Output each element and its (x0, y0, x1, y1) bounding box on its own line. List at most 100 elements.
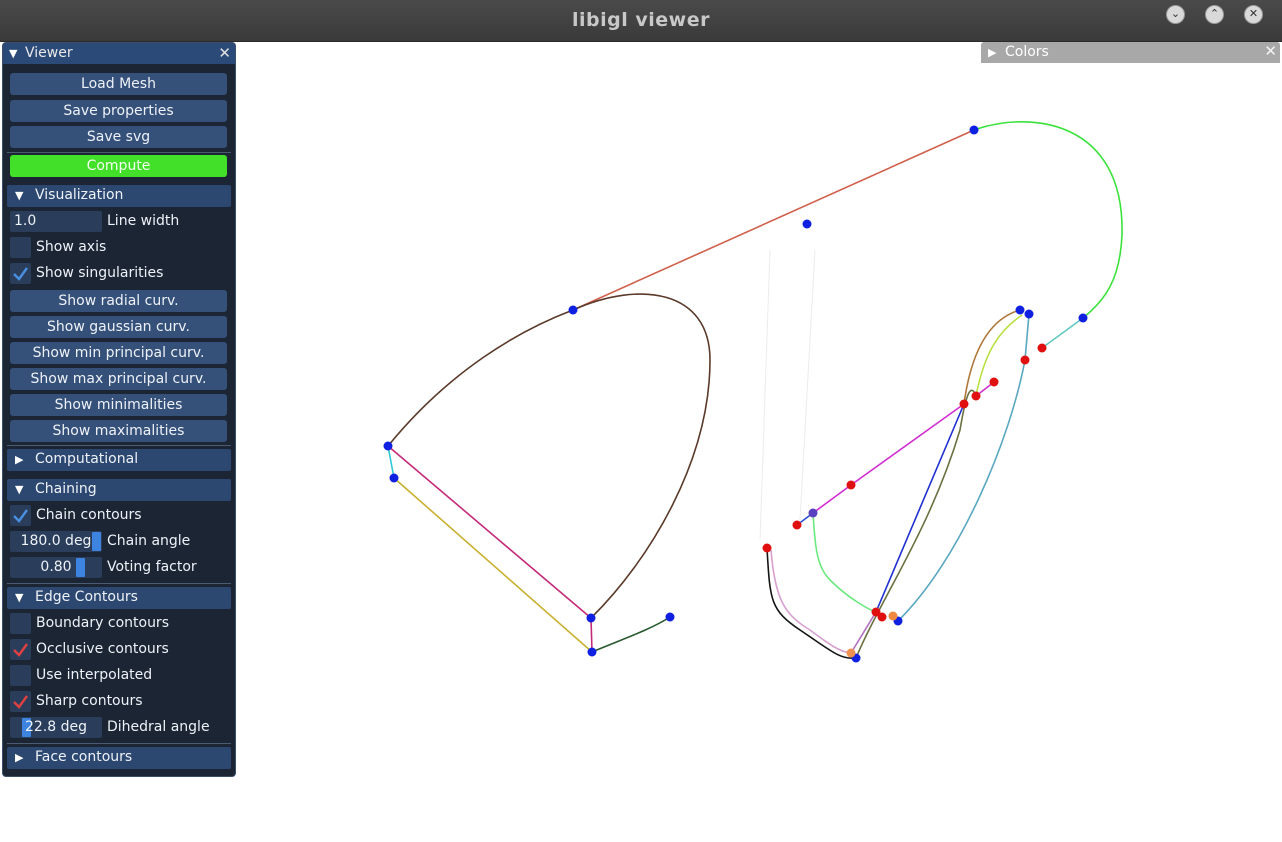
singularity-point (383, 441, 393, 451)
singularity-point (871, 607, 881, 617)
show-singularities-checkbox[interactable] (10, 263, 31, 284)
dihedral-angle-value: 22.8 deg (24, 719, 87, 735)
window-title: libigl viewer (572, 9, 710, 31)
expanded-triangle-icon: ▼ (15, 483, 24, 496)
show-radial-curv-button[interactable]: Show radial curv. (10, 290, 227, 312)
singularity-point (969, 125, 979, 135)
show-axis-checkbox[interactable] (10, 237, 31, 258)
window-titlebar: libigl viewer ⌄ ⌃ ✕ (0, 0, 1282, 42)
colors-panel-title: Colors (1005, 44, 1049, 60)
line-width-input[interactable]: 1.0 (10, 211, 102, 232)
singularity-point (808, 508, 818, 518)
save-svg-button[interactable]: Save svg (10, 126, 227, 148)
section-chaining-label: Chaining (35, 481, 97, 497)
singularity-point (959, 399, 969, 409)
contour-purple-bottom (850, 611, 877, 654)
dihedral-angle-slider[interactable]: 22.8 deg (10, 717, 102, 738)
collapsed-triangle-icon[interactable]: ▶ (988, 46, 997, 59)
faint-mesh-line (759, 249, 816, 541)
divider (7, 445, 231, 446)
sharp-contours-label: Sharp contours (36, 693, 143, 709)
singularity-point (1078, 313, 1088, 323)
load-mesh-button[interactable]: Load Mesh (10, 73, 227, 95)
section-edge-contours-label: Edge Contours (35, 589, 138, 605)
sharp-contours-checkbox[interactable] (10, 691, 31, 712)
singularity-point (846, 648, 856, 658)
contour-brown-loop (387, 293, 711, 619)
singularity-point (389, 473, 399, 483)
compute-button[interactable]: Compute (10, 155, 227, 177)
voting-factor-slider[interactable]: 0.80 (10, 557, 102, 578)
voting-factor-label: Voting factor (107, 559, 197, 575)
contour-cyan-left (387, 445, 395, 479)
contour-lightgreen (812, 512, 881, 615)
show-singularities-label: Show singularities (36, 265, 164, 281)
close-panel-icon[interactable]: ✕ (218, 44, 231, 62)
singularity-point (568, 305, 578, 315)
singularity-point (587, 647, 597, 657)
use-interpolated-label: Use interpolated (36, 667, 153, 683)
contour-magenta-diag (387, 445, 593, 653)
use-interpolated-checkbox[interactable] (10, 665, 31, 686)
contour-yellowgreen (975, 314, 1023, 397)
singularity-point (792, 520, 802, 530)
occlusive-contours-checkbox[interactable] (10, 639, 31, 660)
singularity-point (762, 543, 772, 553)
section-face-contours-label: Face contours (35, 749, 133, 765)
singularity-point (1015, 305, 1025, 315)
singularity-point (586, 613, 596, 623)
show-maximalities-button[interactable]: Show maximalities (10, 420, 227, 442)
divider (7, 583, 231, 584)
minimize-icon[interactable]: ⌄ (1166, 5, 1185, 24)
section-computational[interactable]: ▶ Computational (7, 449, 231, 471)
checkmark-icon (13, 695, 28, 709)
singularity-point (877, 612, 887, 622)
section-edge-contours[interactable]: ▼ Edge Contours (7, 587, 231, 609)
contour-red-long (572, 129, 975, 311)
singularity-point (1020, 355, 1030, 365)
show-gaussian-curv-button[interactable]: Show gaussian curv. (10, 316, 227, 338)
checkmark-icon (13, 509, 28, 523)
viewer-panel: ▼ Viewer ✕ Load Mesh Save properties Sav… (2, 42, 236, 777)
show-minimalities-button[interactable]: Show minimalities (10, 394, 227, 416)
viewer-panel-title: Viewer (25, 45, 73, 61)
show-min-principal-curv-button[interactable]: Show min principal curv. (10, 342, 227, 364)
collapse-triangle-icon[interactable]: ▼ (9, 47, 18, 60)
chain-angle-slider[interactable]: 180.0 deg (10, 531, 102, 552)
section-chaining[interactable]: ▼ Chaining (7, 479, 231, 501)
contour-teal-long (897, 313, 1030, 622)
section-visualization[interactable]: ▼ Visualization (7, 185, 231, 207)
save-properties-button[interactable]: Save properties (10, 100, 227, 122)
viewer-panel-header[interactable]: ▼ Viewer ✕ (3, 43, 235, 64)
voting-factor-value: 0.80 (40, 559, 72, 575)
chain-contours-checkbox[interactable] (10, 505, 31, 526)
show-max-principal-curv-button[interactable]: Show max principal curv. (10, 368, 227, 390)
section-computational-label: Computational (35, 451, 139, 467)
viewport-canvas[interactable] (0, 41, 1282, 842)
contour-black (766, 547, 857, 660)
voting-factor-slider-grab[interactable] (76, 558, 85, 577)
dihedral-angle-slider-grab[interactable] (22, 718, 31, 737)
checkmark-icon (13, 267, 28, 281)
chain-angle-slider-grab[interactable] (92, 532, 101, 551)
boundary-contours-checkbox[interactable] (10, 613, 31, 634)
section-face-contours[interactable]: ▶ Face contours (7, 747, 231, 769)
singularity-point (802, 219, 812, 229)
singularity-point (888, 611, 898, 621)
contour-cyan-short (1041, 317, 1084, 349)
divider (7, 152, 231, 153)
section-visualization-label: Visualization (35, 187, 124, 203)
contour-darkgreen-short (591, 616, 671, 653)
close-icon[interactable]: ✕ (1244, 5, 1263, 24)
contour-blue-long (875, 403, 965, 613)
maximize-icon[interactable]: ⌃ (1205, 5, 1224, 24)
singularity-point (846, 480, 856, 490)
contour-pink (770, 549, 852, 654)
contour-yellow-diag (393, 477, 593, 653)
boundary-contours-label: Boundary contours (36, 615, 169, 631)
contour-olive-long (855, 389, 977, 659)
close-panel-icon[interactable]: ✕ (1264, 42, 1277, 60)
dihedral-angle-label: Dihedral angle (107, 719, 210, 735)
colors-panel[interactable]: ▶ Colors ✕ (981, 42, 1280, 63)
expanded-triangle-icon: ▼ (15, 591, 24, 604)
